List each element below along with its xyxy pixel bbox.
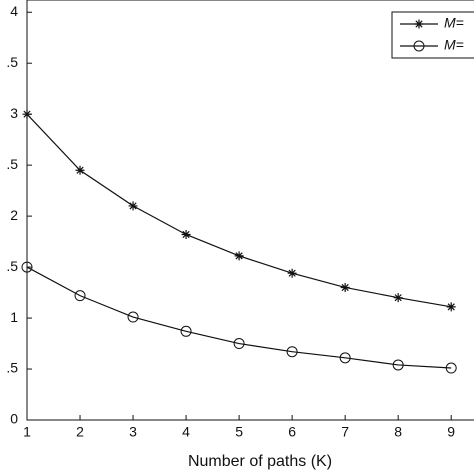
marker bbox=[180, 325, 192, 337]
y-tick-label: 2 bbox=[10, 207, 18, 223]
marker bbox=[393, 293, 403, 303]
legend-box bbox=[391, 11, 474, 59]
x-tick-label: 8 bbox=[394, 424, 402, 440]
y-tick-label: .5 bbox=[6, 360, 18, 376]
plot-frame bbox=[26, 0, 474, 421]
marker bbox=[413, 40, 425, 52]
x-tick-label: 9 bbox=[447, 424, 455, 440]
marker bbox=[340, 282, 350, 292]
marker bbox=[286, 346, 298, 358]
series-line bbox=[26, 113, 452, 308]
marker bbox=[22, 109, 32, 119]
marker bbox=[414, 19, 424, 29]
marker bbox=[21, 261, 33, 273]
marker bbox=[234, 251, 244, 261]
x-tick-label: 4 bbox=[182, 424, 190, 440]
y-tick-label: 1 bbox=[10, 309, 18, 325]
x-tick-label: 6 bbox=[288, 424, 296, 440]
legend-label: M= bbox=[444, 15, 464, 31]
marker bbox=[181, 229, 191, 239]
x-tick-label: 5 bbox=[235, 424, 243, 440]
y-tick-label: .5 bbox=[6, 258, 18, 274]
y-tick-label: 4 bbox=[10, 3, 18, 19]
marker bbox=[233, 338, 245, 350]
marker bbox=[75, 165, 85, 175]
x-tick-label: 7 bbox=[341, 424, 349, 440]
y-tick-label: .5 bbox=[6, 156, 18, 172]
y-tick-label: 3 bbox=[10, 105, 18, 121]
x-tick-label: 1 bbox=[23, 424, 31, 440]
marker bbox=[128, 201, 138, 211]
x-tick-label: 3 bbox=[129, 424, 137, 440]
marker bbox=[74, 290, 86, 302]
x-axis-label: Number of paths (K) bbox=[188, 453, 332, 470]
marker bbox=[445, 362, 457, 374]
legend-label: M= bbox=[444, 37, 464, 53]
y-tick-label: 0 bbox=[10, 411, 18, 427]
y-tick-label: .5 bbox=[6, 54, 18, 70]
marker bbox=[127, 311, 139, 323]
series-line bbox=[26, 266, 452, 369]
marker bbox=[392, 359, 404, 371]
marker bbox=[287, 268, 297, 278]
x-tick-label: 2 bbox=[76, 424, 84, 440]
marker bbox=[446, 302, 456, 312]
marker bbox=[339, 352, 351, 364]
